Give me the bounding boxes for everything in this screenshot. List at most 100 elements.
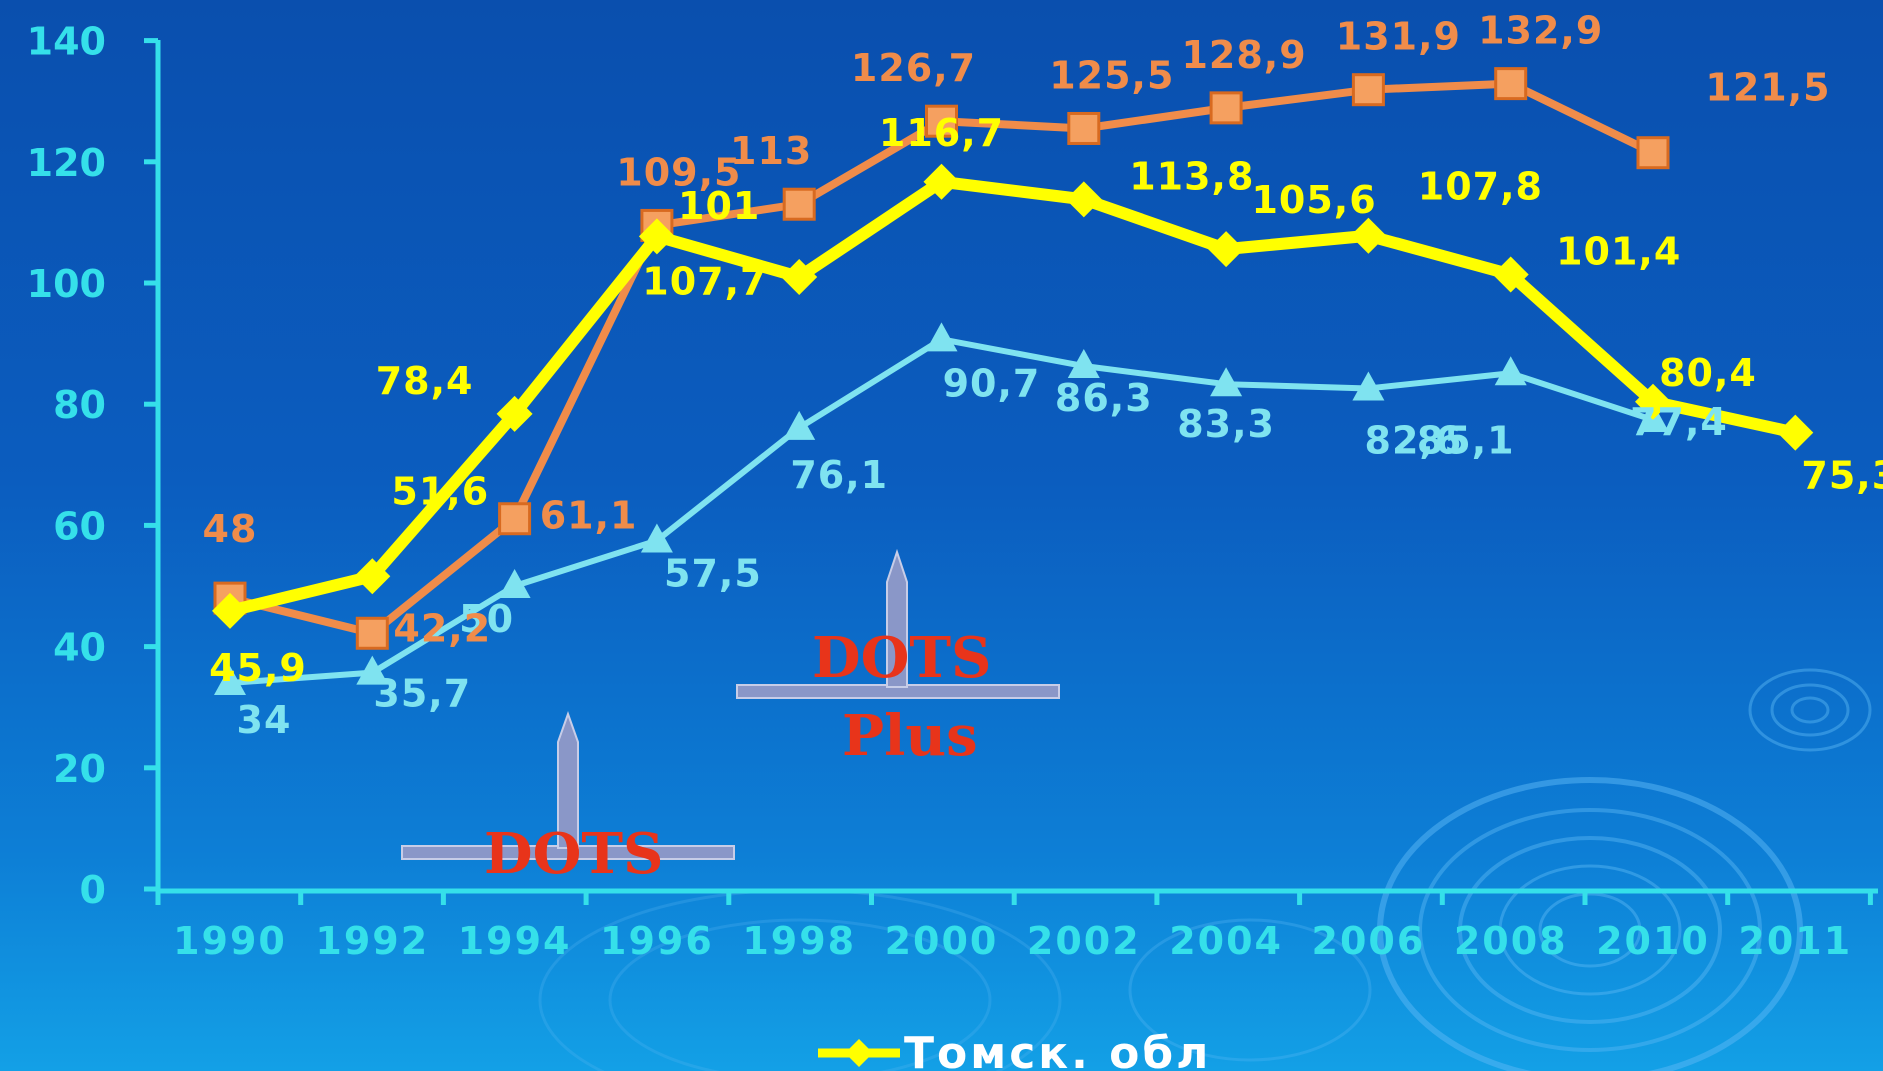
data-point-triangle bbox=[640, 523, 673, 553]
data-label: 48 bbox=[203, 507, 258, 551]
series-layer bbox=[212, 67, 1814, 695]
data-label: 126,7 bbox=[851, 46, 976, 90]
data-point-triangle bbox=[214, 665, 246, 695]
data-label: 128,9 bbox=[1181, 33, 1306, 77]
data-point-square bbox=[782, 187, 816, 221]
data-point-square bbox=[1636, 136, 1670, 170]
data-label: 78,4 bbox=[376, 359, 474, 403]
x-tick-label: 2006 bbox=[1312, 919, 1426, 963]
data-point-triangle bbox=[1352, 371, 1385, 401]
data-label: 75,3 bbox=[1801, 454, 1883, 498]
data-point-square bbox=[1351, 73, 1385, 107]
x-tick-label: 2008 bbox=[1454, 919, 1568, 963]
data-point-triangle bbox=[498, 569, 531, 598]
x-tick-label: 1994 bbox=[458, 919, 572, 963]
x-tick-label: 2000 bbox=[885, 919, 999, 963]
data-label: 131,9 bbox=[1336, 15, 1461, 59]
data-label: 82,6 bbox=[1365, 418, 1463, 462]
dots-plus-arrow bbox=[736, 548, 1060, 699]
series-0 bbox=[212, 163, 1814, 629]
plus-annotation: Plus bbox=[842, 703, 978, 769]
x-tick-label: 2011 bbox=[1738, 919, 1852, 963]
data-point-diamond bbox=[638, 218, 675, 255]
y-tick-label: 60 bbox=[53, 504, 106, 548]
data-point-diamond bbox=[1492, 256, 1529, 293]
data-label: 107,8 bbox=[1418, 165, 1543, 209]
data-label: 50 bbox=[459, 597, 514, 641]
data-label: 121,5 bbox=[1705, 66, 1830, 110]
data-label: 101,4 bbox=[1556, 230, 1681, 274]
x-axis: 1990 1992 1994 1996 1998 2000 2002 2004 2006 2008… bbox=[155, 891, 1873, 963]
data-point-diamond bbox=[1635, 383, 1671, 420]
data-point-triangle bbox=[783, 410, 816, 440]
x-tick-label: 1998 bbox=[742, 919, 856, 963]
data-point-square bbox=[355, 616, 389, 650]
data-label: 35,7 bbox=[373, 672, 471, 716]
y-tick-label: 20 bbox=[53, 747, 106, 791]
dots-arrow bbox=[401, 711, 735, 860]
x-tick-label: 2002 bbox=[1027, 919, 1141, 963]
data-point-square bbox=[925, 104, 958, 138]
data-label: 45,9 bbox=[209, 646, 307, 690]
data-point-square bbox=[498, 502, 532, 536]
legend-label: Томск. обл bbox=[904, 1028, 1211, 1071]
data-label: 107,7 bbox=[642, 259, 767, 303]
data-point-triangle bbox=[1210, 367, 1243, 397]
decorative-ripples bbox=[538, 668, 1872, 1071]
y-tick-label: 100 bbox=[27, 262, 106, 306]
y-tick-label: 120 bbox=[27, 141, 106, 185]
data-point-diamond bbox=[781, 258, 818, 295]
dots-annotation: DOTS bbox=[484, 821, 663, 887]
data-point-triangle bbox=[1494, 356, 1527, 386]
series-line bbox=[224, 175, 1802, 617]
data-label: 113,8 bbox=[1129, 154, 1254, 198]
data-label: 101 bbox=[678, 184, 760, 228]
y-axis: 0 20 40 60 80 100 120 140 bbox=[27, 20, 158, 912]
data-point-diamond bbox=[354, 558, 391, 595]
y-tick-label: 80 bbox=[53, 383, 106, 427]
data-point-diamond bbox=[923, 163, 960, 200]
x-tick-label: 2004 bbox=[1169, 919, 1283, 963]
data-label: 125,5 bbox=[1049, 53, 1174, 97]
data-label: 34 bbox=[237, 698, 292, 742]
data-label: 42,2 bbox=[393, 606, 491, 650]
y-tick-label: 0 bbox=[80, 868, 106, 912]
dots-plus-annotation: DOTS bbox=[812, 625, 991, 691]
data-label: 90,7 bbox=[943, 361, 1041, 405]
data-label: 76,1 bbox=[790, 453, 888, 497]
data-point-diamond bbox=[1777, 414, 1814, 451]
data-label: 83,3 bbox=[1177, 402, 1275, 446]
data-point-square bbox=[1209, 91, 1243, 125]
data-point-triangle bbox=[1067, 349, 1100, 379]
data-point-diamond bbox=[1208, 231, 1245, 268]
data-label: 85,1 bbox=[1417, 418, 1515, 462]
data-point-diamond bbox=[1065, 181, 1102, 218]
legend: Томск. обл bbox=[818, 1028, 1211, 1071]
data-label: 105,6 bbox=[1251, 178, 1376, 222]
x-tick-label: 1996 bbox=[600, 919, 714, 963]
y-tick-label: 40 bbox=[53, 626, 106, 670]
data-label: 86,3 bbox=[1055, 376, 1153, 420]
x-tick-label: 1990 bbox=[173, 919, 287, 963]
data-point-triangle bbox=[925, 322, 958, 352]
data-label: 57,5 bbox=[664, 552, 762, 596]
data-point-square bbox=[1494, 67, 1528, 101]
data-label: 61,1 bbox=[540, 494, 638, 538]
data-point-square bbox=[1067, 111, 1101, 145]
series-2 bbox=[214, 322, 1669, 695]
x-tick-label: 2010 bbox=[1596, 919, 1710, 963]
data-label: 51,6 bbox=[391, 469, 489, 513]
data-label: 132,9 bbox=[1478, 9, 1603, 53]
data-labels: 34 35,7 50 57,5 76,1 90,7 86,3 83,3 82,685,1 77,4… bbox=[203, 9, 1883, 742]
data-point-triangle bbox=[356, 655, 389, 685]
data-point-diamond bbox=[212, 592, 248, 629]
x-tick-label: 1992 bbox=[315, 919, 429, 963]
data-label: 113 bbox=[730, 129, 812, 173]
data-point-diamond bbox=[1350, 217, 1387, 254]
data-point-diamond bbox=[496, 395, 533, 432]
data-label: 116,7 bbox=[879, 111, 1004, 155]
data-label: 77,4 bbox=[1630, 400, 1728, 444]
y-tick-label: 140 bbox=[27, 20, 106, 64]
axes bbox=[155, 40, 1878, 894]
